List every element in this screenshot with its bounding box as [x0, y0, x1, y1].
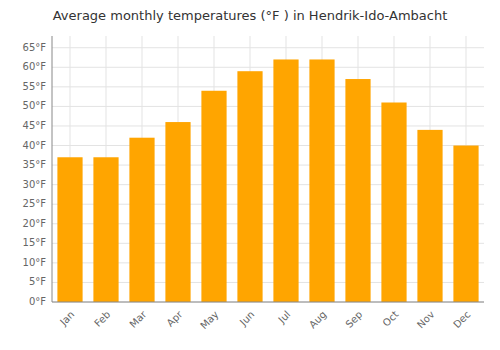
y-tick-label: 50°F	[23, 100, 47, 111]
y-grid-line	[52, 86, 484, 87]
x-axis-line	[52, 302, 484, 303]
x-tick-label: Sep	[343, 309, 364, 330]
y-tick-label: 65°F	[23, 42, 47, 53]
x-tick-label: Aug	[307, 309, 329, 331]
bar	[453, 146, 478, 302]
chart: 0°F 5°F 10°F 15°F 20°F 25°F 30°F 35°F 40°F 45°F 50…	[0, 0, 500, 350]
bar	[237, 71, 262, 302]
x-tick-label: Apr	[164, 308, 185, 329]
x-tick-label: Jun	[237, 309, 257, 329]
y-axis-line	[52, 36, 53, 302]
x-tick-label: Jan	[57, 309, 76, 328]
y-tick-label: 35°F	[23, 159, 47, 170]
y-tick-label: 0°F	[29, 296, 46, 307]
y-tick-label: 30°F	[23, 179, 47, 190]
x-tick-label: Mar	[127, 308, 149, 330]
y-tick-label: 40°F	[23, 140, 47, 151]
y-tick-label: 55°F	[23, 81, 47, 92]
bar	[57, 157, 82, 302]
bar	[273, 59, 298, 302]
y-tick-label: 5°F	[29, 276, 46, 287]
y-tick-label: 10°F	[23, 257, 47, 268]
x-tick-label: Oct	[380, 309, 400, 329]
y-tick-label: 15°F	[23, 237, 47, 248]
y-tick-label: 20°F	[23, 218, 47, 229]
bar	[381, 103, 406, 303]
bar	[165, 122, 190, 302]
y-grid-line	[52, 302, 484, 303]
y-grid-line	[52, 106, 484, 107]
bar	[201, 91, 226, 302]
x-tick-label: May	[198, 309, 220, 331]
bar	[93, 157, 118, 302]
x-tick-label: Jul	[275, 309, 292, 326]
bar	[129, 138, 154, 302]
y-grid-line	[52, 47, 484, 48]
bar	[417, 130, 442, 302]
y-grid-line	[52, 67, 484, 68]
bar	[309, 59, 334, 302]
y-tick-label: 45°F	[23, 120, 47, 131]
title: Average monthly temperatures (°F ) in He…	[53, 8, 448, 23]
y-tick-label: 25°F	[23, 198, 47, 209]
x-tick-label: Dec	[451, 309, 472, 330]
grid	[52, 36, 484, 302]
y-grid-line	[52, 125, 484, 126]
bar	[345, 79, 370, 302]
y-tick-label: 60°F	[23, 61, 47, 72]
x-tick-label: Nov	[415, 309, 437, 331]
bars	[57, 59, 478, 302]
x-tick-label: Feb	[92, 309, 112, 329]
